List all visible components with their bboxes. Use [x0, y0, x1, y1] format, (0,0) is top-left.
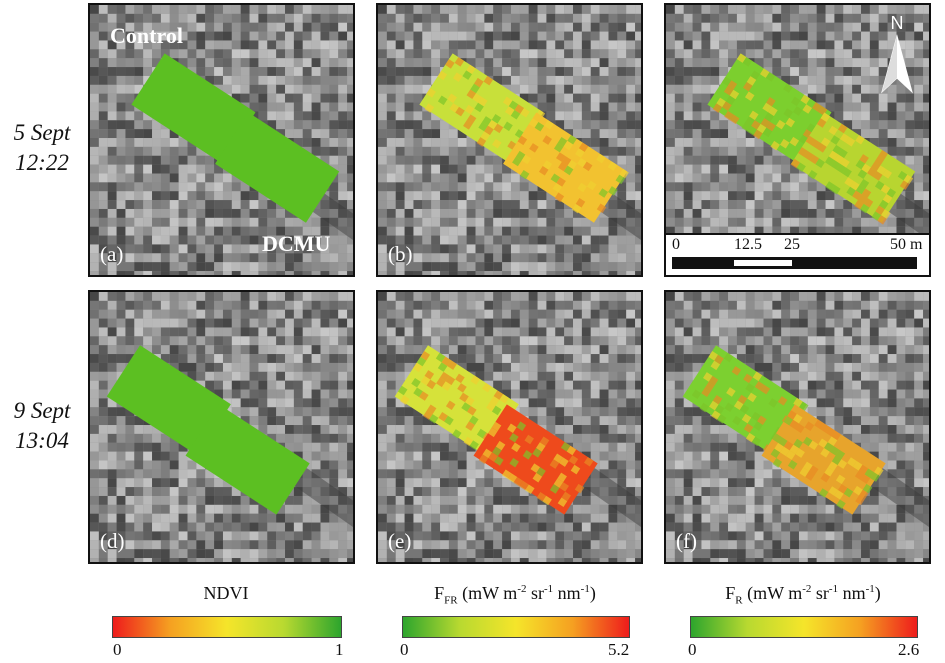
legend-ffr-title-units: (mW m	[462, 583, 518, 603]
panel-b: (b)	[376, 3, 643, 277]
dcmu-plot	[790, 112, 916, 225]
legend-fr-sup2: -1	[828, 583, 839, 595]
control-plot	[106, 345, 231, 456]
legend-ndvi-max: 1	[335, 640, 344, 659]
legend-ffr-title-sub: FR	[444, 594, 458, 607]
legend-ffr-title-f: F	[434, 583, 445, 603]
legend-fr-min: 0	[688, 640, 697, 659]
north-label: N	[890, 13, 904, 33]
legend-ffr-mid: sr	[526, 583, 544, 603]
row-label-1-date: 5 Sept	[13, 120, 71, 145]
panel-letter: (d)	[100, 529, 125, 553]
panel-letter: (a)	[100, 242, 124, 266]
scale-bar: 0 12.5 25 50 m	[666, 233, 929, 275]
dcmu-plot	[215, 112, 340, 223]
dcmu-label: DCMU	[262, 231, 331, 256]
scale-bar-graphic	[672, 257, 917, 269]
legend-fr-max: 2.6	[898, 640, 920, 659]
dcmu-plot	[503, 112, 629, 223]
legend-ndvi-title: NDVI	[110, 583, 342, 604]
control-plot	[394, 345, 519, 456]
legend-fr-colorbar	[690, 616, 918, 638]
legend-fr-close: )	[874, 583, 881, 603]
scale-bar-segment	[734, 260, 792, 266]
legend-ndvi-colorbar	[112, 616, 342, 638]
row-label-2-time: 13:04	[15, 428, 69, 453]
panel-e: (e)	[376, 290, 643, 564]
aerial-background	[378, 5, 641, 275]
legend-ffr-close: )	[589, 583, 596, 603]
panel-f: (f)	[664, 290, 931, 564]
legend-fr-end: nm	[838, 583, 866, 603]
panel-letter: (e)	[388, 529, 412, 553]
legend-ffr-end: nm	[553, 583, 581, 603]
legend-fr-sup3: -1	[865, 583, 875, 595]
legend-fr-sup1: -2	[802, 583, 812, 595]
legend-fr-title-units: (mW m	[747, 583, 803, 603]
aerial-background	[90, 5, 353, 275]
legend-fr-title-f: F	[725, 583, 736, 603]
scale-tick: 0	[672, 236, 680, 253]
dcmu-plot	[473, 404, 598, 515]
legend-ffr-colorbar	[402, 616, 630, 638]
aerial-background	[90, 292, 353, 562]
panel-letter: (b)	[388, 242, 413, 266]
control-plot	[131, 53, 256, 164]
panel-letter: (f)	[676, 529, 697, 553]
legend-fr-title-sub: R	[735, 594, 743, 607]
control-label: Control	[110, 23, 183, 48]
scale-tick: 12.5	[734, 236, 762, 253]
legend-ffr-sup2: -1	[543, 583, 554, 595]
legend-ffr-title: FFR (mW m-2 sr-1 nm-1)	[395, 583, 635, 607]
legend-ndvi-min: 0	[113, 640, 122, 659]
row-label-1: 5 Sept 12:22	[0, 118, 84, 178]
legend-fr-mid: sr	[811, 583, 829, 603]
legend-ffr-sup1: -2	[517, 583, 527, 595]
panel-d: (d)	[88, 290, 355, 564]
legend-ffr-max: 5.2	[608, 640, 630, 659]
scale-tick: 50 m	[890, 236, 923, 253]
legend-ndvi-title-text: NDVI	[203, 583, 249, 603]
north-arrow: N	[877, 13, 917, 101]
dcmu-plot	[185, 404, 310, 515]
dcmu-plot	[761, 404, 886, 515]
control-plot	[707, 53, 832, 164]
legend-fr-title: FR (mW m-2 sr-1 nm-1)	[688, 583, 918, 607]
aerial-background	[666, 5, 929, 275]
row-label-2: 9 Sept 13:04	[0, 396, 84, 456]
legend-ffr-sup3: -1	[580, 583, 590, 595]
row-label-2-date: 9 Sept	[13, 398, 71, 423]
control-plot	[419, 53, 546, 164]
panel-a: (a) Control DCMU	[88, 3, 355, 277]
aerial-background	[378, 292, 641, 562]
scale-tick: 25	[784, 236, 800, 253]
legend-ffr-min: 0	[400, 640, 409, 659]
aerial-background	[666, 292, 929, 562]
north-arrow-icon	[881, 34, 913, 94]
row-label-1-time: 12:22	[15, 150, 69, 175]
